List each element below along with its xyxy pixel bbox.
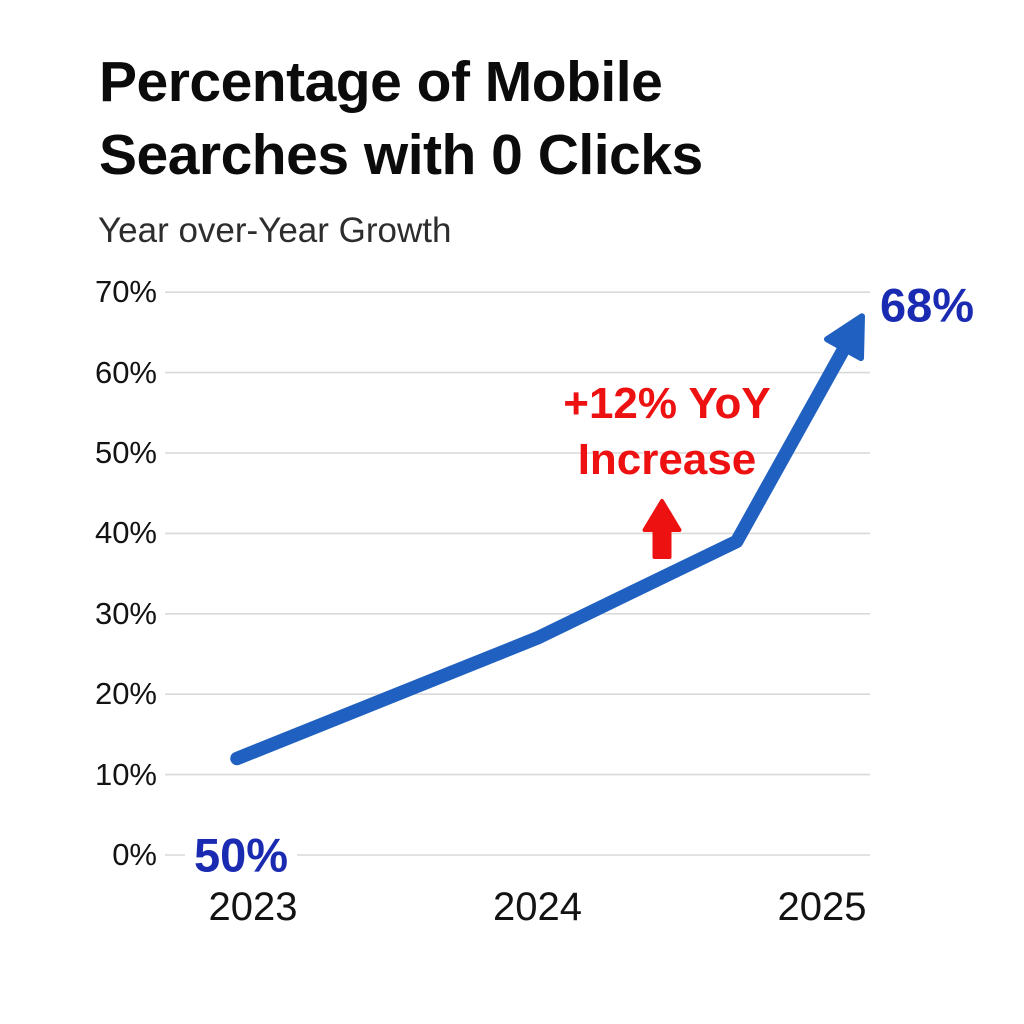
yoy-annotation-line2: Increase bbox=[577, 435, 757, 484]
data-label-end: 68% bbox=[880, 278, 975, 332]
chart-title: Percentage of Mobile Searches with 0 Cli… bbox=[99, 46, 703, 192]
red-up-arrow-icon bbox=[642, 499, 682, 559]
yoy-annotation-line1: +12% YoY bbox=[563, 379, 771, 428]
x-tick-label-2025: 2025 bbox=[777, 885, 867, 929]
y-tick-label-40: 40% bbox=[94, 515, 157, 551]
chart-subtitle: Year over-Year Growth bbox=[98, 211, 452, 250]
data-label-start: 50% bbox=[184, 827, 298, 883]
y-tick-label-50: 50% bbox=[94, 435, 157, 470]
yoy-annotation: +12% YoY Increase bbox=[563, 376, 771, 488]
trend-line-arrowhead-icon bbox=[824, 313, 865, 362]
y-tick-label-70: 70% bbox=[94, 274, 157, 310]
x-tick-label-2024: 2024 bbox=[493, 885, 582, 929]
y-tick-label-0: 0% bbox=[112, 837, 157, 872]
chart-title-line2: Searches with 0 Clicks bbox=[99, 123, 703, 187]
y-tick-label-20: 20% bbox=[94, 676, 157, 712]
chart-title-line1: Percentage of Mobile bbox=[99, 50, 663, 114]
trend-line bbox=[230, 334, 856, 766]
y-tick-label-60: 60% bbox=[94, 354, 157, 390]
x-tick-label-2023: 2023 bbox=[208, 885, 298, 929]
y-tick-label-30: 30% bbox=[94, 595, 157, 631]
y-tick-label-10: 10% bbox=[94, 756, 157, 792]
